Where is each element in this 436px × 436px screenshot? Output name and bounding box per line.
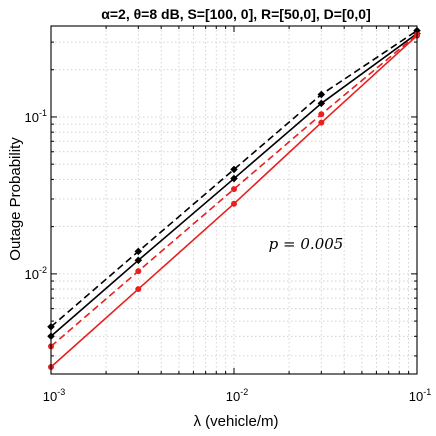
data-point-circle xyxy=(135,286,142,293)
plot-frame xyxy=(50,25,418,375)
data-point-diamond xyxy=(317,99,326,108)
chart-title: α=2, θ=8 dB, S=[100, 0], R=[50,0], D=[0,… xyxy=(101,6,370,22)
y-axis-label: Outage Probability xyxy=(7,137,24,261)
data-point-circle xyxy=(318,119,325,126)
data-point-diamond xyxy=(134,247,143,256)
series-line-3 xyxy=(50,33,418,347)
x-tick-label: 10-2 xyxy=(226,387,248,404)
data-point-diamond xyxy=(230,174,238,183)
x-axis-label: λ (vehicle/m) xyxy=(193,413,278,430)
data-point-circle xyxy=(231,186,237,193)
data-point-circle xyxy=(231,200,237,207)
data-point-diamond xyxy=(134,256,143,265)
annotation-p-value: p = 0.005 xyxy=(269,235,344,253)
data-point-circle xyxy=(135,268,142,275)
x-tick-label: 10-3 xyxy=(43,387,65,404)
data-point-diamond xyxy=(317,90,326,99)
y-tick-label: 10-1 xyxy=(25,108,47,125)
y-tick-label: 10-2 xyxy=(25,265,47,282)
data-point-diamond xyxy=(230,165,238,174)
plot-area: 10-3 10-2 10-1 10-2 10-1 xyxy=(25,25,431,404)
data-point-circle xyxy=(318,111,325,118)
plot-background xyxy=(51,26,417,374)
x-tick-label: 10-1 xyxy=(409,387,431,404)
